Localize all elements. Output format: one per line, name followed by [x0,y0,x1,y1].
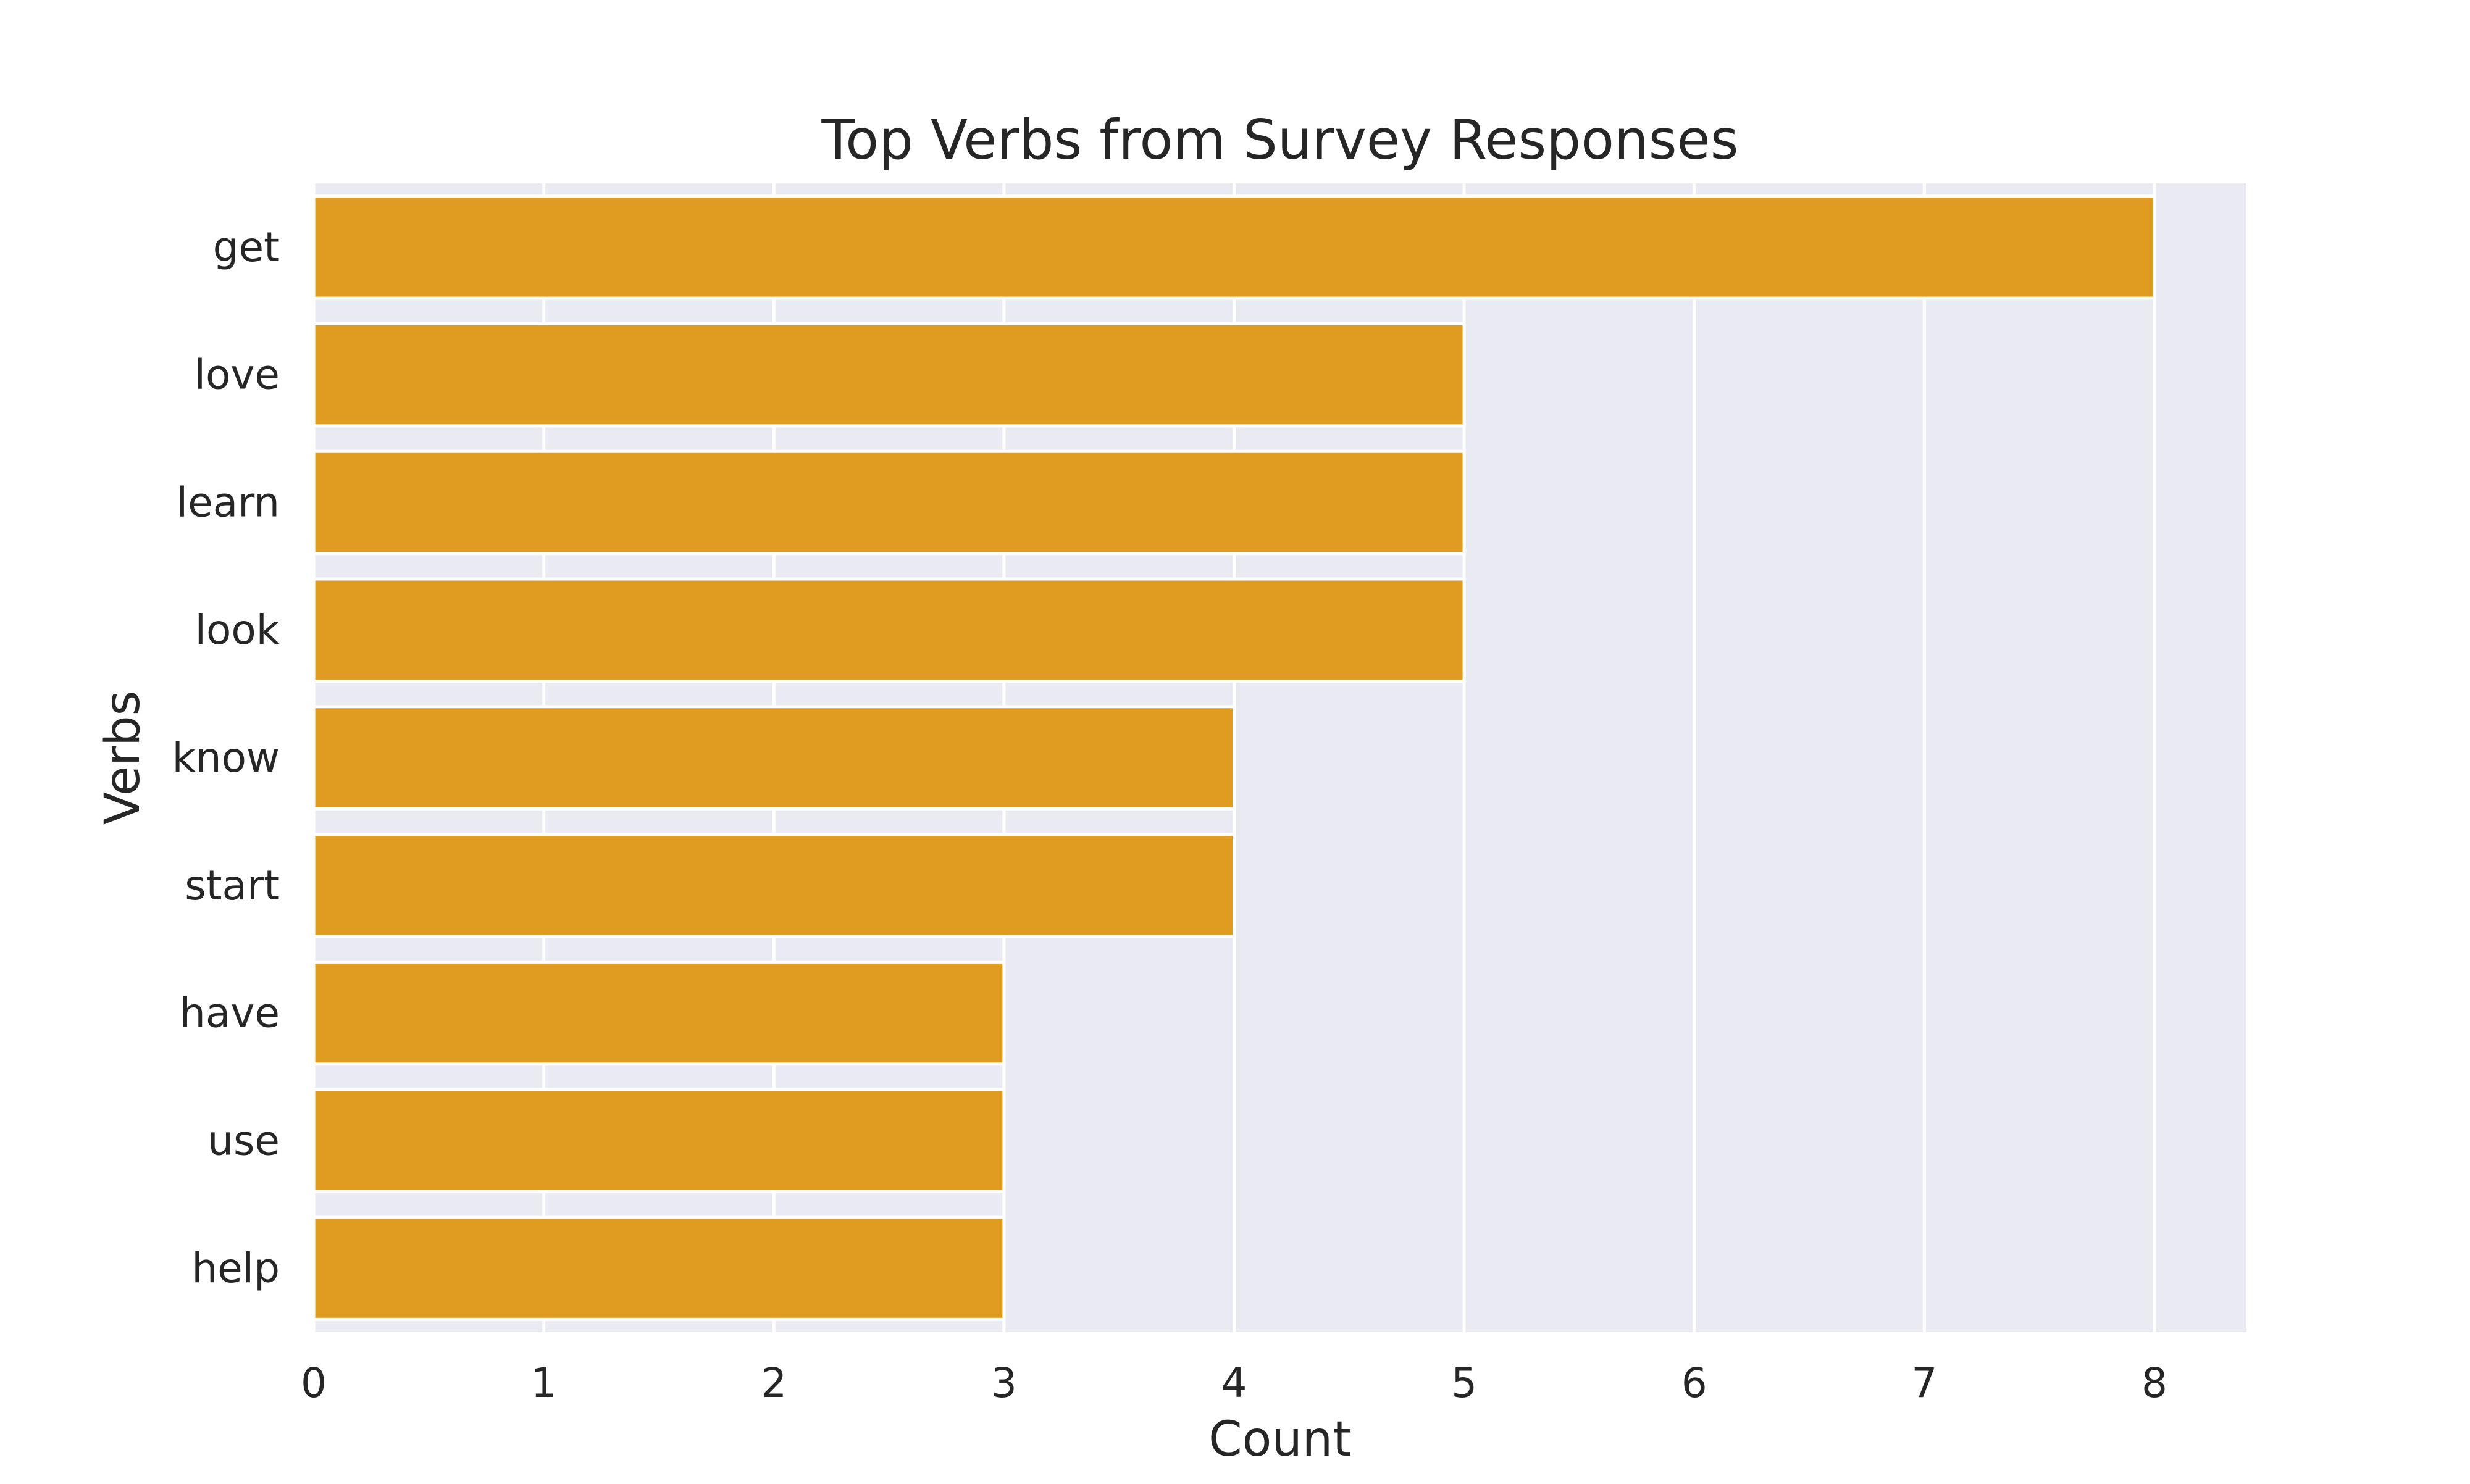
bar-learn [312,449,1466,556]
x-tick-label: 6 [1681,1359,1707,1407]
x-axis-label: Count [1208,1412,1352,1467]
bar-start [312,833,1236,938]
bar-get [312,194,2156,300]
y-tick-labels: get love learn look know start have use help [172,223,280,1292]
y-tick-label: get [213,223,280,271]
y-tick-label: have [180,990,280,1037]
y-tick-label: know [172,734,280,782]
y-tick-label: start [185,862,280,909]
x-tick-labels: 0 1 2 3 4 5 6 7 8 [301,1359,2167,1407]
y-tick-label: learn [177,478,280,526]
x-tick-label: 3 [991,1359,1017,1407]
x-tick-label: 2 [761,1359,787,1407]
y-tick-label: love [195,351,280,399]
bar-look [312,577,1466,683]
bar-know [312,705,1236,811]
x-tick-label: 8 [2141,1359,2167,1407]
bar-love [312,322,1466,428]
bar-use [312,1088,1006,1194]
x-tick-label: 5 [1451,1359,1477,1407]
bar-have [312,960,1006,1066]
x-tick-label: 1 [531,1359,557,1407]
y-tick-label: use [207,1117,280,1164]
y-tick-label: help [191,1244,280,1292]
y-tick-label: look [195,606,280,654]
chart-title: Top Verbs from Survey Responses [821,108,1738,172]
x-tick-label: 4 [1221,1359,1247,1407]
bar-help [312,1215,1006,1321]
y-axis-label: Verbs [95,691,151,825]
x-tick-label: 0 [301,1359,327,1407]
x-tick-label: 7 [1911,1359,1937,1407]
bars [312,194,2156,1321]
